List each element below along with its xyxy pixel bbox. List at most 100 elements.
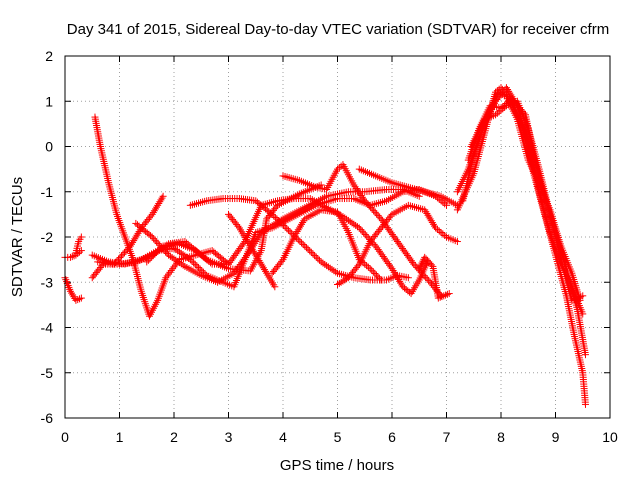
y-tick-label: -4 <box>41 320 54 336</box>
data-point <box>276 218 284 226</box>
data-point <box>76 248 84 256</box>
data-point <box>369 268 377 276</box>
y-tick-label: 2 <box>45 48 53 64</box>
data-point <box>151 205 159 213</box>
data-point <box>127 240 135 248</box>
data-point <box>153 248 161 256</box>
data-point <box>122 247 130 255</box>
data-point <box>68 253 76 261</box>
data-point <box>165 251 173 259</box>
data-point <box>306 247 314 255</box>
data-point <box>175 248 183 256</box>
data-point <box>301 242 309 250</box>
data-point <box>129 238 137 246</box>
data-point <box>185 254 193 262</box>
data-point <box>280 221 288 229</box>
series-track-d <box>91 113 232 320</box>
data-point <box>397 279 405 287</box>
data-point <box>371 208 379 216</box>
data-point <box>151 236 159 244</box>
data-point <box>169 265 177 273</box>
data-point <box>77 294 85 302</box>
data-point <box>388 265 396 273</box>
data-point <box>330 267 338 275</box>
data-point <box>283 225 291 233</box>
data-point <box>149 209 157 217</box>
data-point <box>175 259 183 267</box>
data-point <box>156 245 164 253</box>
data-point <box>316 256 324 264</box>
y-tick-label: -1 <box>41 184 54 200</box>
data-point <box>350 220 358 228</box>
data-point <box>77 233 85 241</box>
data-point <box>361 231 369 239</box>
x-tick-label: 7 <box>443 429 451 445</box>
data-point <box>117 252 125 260</box>
series-track-c <box>72 233 85 257</box>
data-point <box>273 215 281 223</box>
data-point <box>166 252 174 260</box>
data-point <box>314 255 322 263</box>
data-point <box>131 235 139 243</box>
data-point <box>179 261 187 269</box>
data-point <box>355 224 363 232</box>
data-point <box>371 270 379 278</box>
data-point <box>154 240 162 248</box>
x-tick-label: 0 <box>61 429 69 445</box>
data-point <box>168 254 176 262</box>
data-point <box>166 268 174 276</box>
data-point <box>256 230 264 238</box>
data-point <box>372 271 380 279</box>
data-point <box>255 232 263 240</box>
data-point <box>363 232 371 240</box>
data-point <box>374 273 382 281</box>
data-point <box>153 203 161 211</box>
data-point <box>395 276 403 284</box>
data-point <box>363 262 371 270</box>
data-point <box>357 226 365 234</box>
data-point <box>296 237 304 245</box>
data-point <box>346 218 354 226</box>
data-point <box>149 252 157 260</box>
data-point <box>207 259 215 267</box>
data-point <box>437 228 445 236</box>
data-point <box>174 257 182 265</box>
data-point <box>364 263 372 271</box>
data-point <box>302 244 310 252</box>
series-track-i <box>143 195 431 298</box>
data-point <box>251 239 259 247</box>
data-point <box>332 268 340 276</box>
data-point <box>132 233 140 241</box>
x-tick-label: 6 <box>388 429 396 445</box>
data-point <box>116 254 124 262</box>
data-point <box>68 289 76 297</box>
series-track-j <box>186 195 412 284</box>
data-point <box>353 223 361 231</box>
series-track-r <box>453 84 589 408</box>
data-point <box>344 216 352 224</box>
data-point <box>352 221 360 229</box>
data-point <box>294 236 302 244</box>
x-tick-label: 9 <box>552 429 560 445</box>
data-point <box>252 238 260 246</box>
x-tick-labels: 0 1 2 3 4 5 6 7 8 9 10 <box>61 429 618 445</box>
data-point <box>183 253 191 261</box>
data-point <box>389 266 397 274</box>
data-point <box>123 245 131 253</box>
data-point <box>317 258 325 266</box>
data-point <box>271 214 279 222</box>
data-point <box>143 258 151 266</box>
data-point <box>266 209 274 217</box>
data-point <box>195 264 203 272</box>
data-point <box>278 220 286 228</box>
data-point <box>328 265 336 273</box>
x-tick-label: 5 <box>334 429 342 445</box>
data-point <box>134 229 142 237</box>
data-point <box>66 253 74 261</box>
data-point <box>148 210 156 218</box>
data-point <box>174 247 182 255</box>
data-point <box>348 219 356 227</box>
y-axis-label: SDTVAR / TECUs <box>9 177 26 297</box>
data-point <box>254 234 262 242</box>
data-point <box>130 237 138 245</box>
